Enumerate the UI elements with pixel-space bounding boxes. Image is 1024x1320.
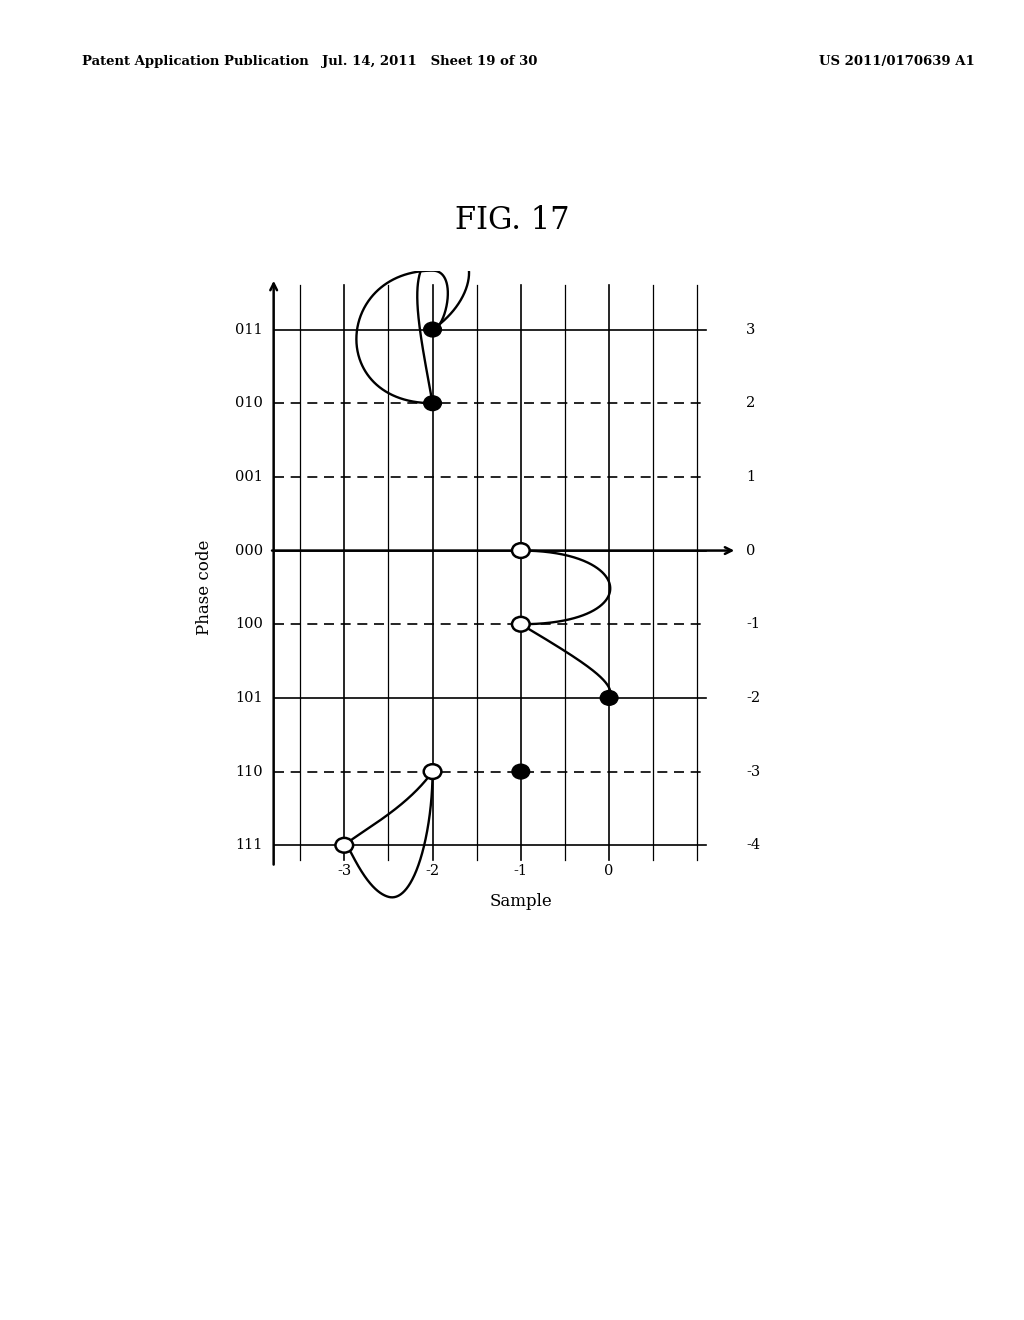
Text: 000: 000: [234, 544, 263, 557]
Text: 001: 001: [236, 470, 263, 484]
Text: Phase code: Phase code: [197, 540, 213, 635]
Text: 2: 2: [745, 396, 755, 411]
Circle shape: [336, 838, 353, 853]
Text: Patent Application Publication: Patent Application Publication: [82, 55, 308, 69]
Circle shape: [424, 396, 441, 411]
Text: -1: -1: [514, 863, 527, 878]
Text: 111: 111: [236, 838, 263, 853]
Text: -4: -4: [745, 838, 760, 853]
Text: Sample: Sample: [489, 894, 552, 911]
Circle shape: [512, 616, 529, 631]
Text: 101: 101: [236, 690, 263, 705]
Circle shape: [424, 764, 441, 779]
Text: US 2011/0170639 A1: US 2011/0170639 A1: [819, 55, 975, 69]
Circle shape: [600, 690, 617, 705]
Text: 1: 1: [745, 470, 755, 484]
Text: FIG. 17: FIG. 17: [455, 205, 569, 235]
Text: -3: -3: [745, 764, 760, 779]
Text: -2: -2: [426, 863, 439, 878]
Text: 100: 100: [236, 618, 263, 631]
Text: 010: 010: [236, 396, 263, 411]
Text: 110: 110: [236, 764, 263, 779]
Text: -1: -1: [745, 618, 760, 631]
Text: 011: 011: [236, 322, 263, 337]
Text: 0: 0: [745, 544, 756, 557]
Circle shape: [424, 322, 441, 337]
Text: -2: -2: [745, 690, 760, 705]
Text: -3: -3: [337, 863, 351, 878]
Circle shape: [512, 544, 529, 558]
Text: 0: 0: [604, 863, 613, 878]
Text: 3: 3: [745, 322, 756, 337]
Text: Jul. 14, 2011   Sheet 19 of 30: Jul. 14, 2011 Sheet 19 of 30: [323, 55, 538, 69]
Circle shape: [512, 764, 529, 779]
